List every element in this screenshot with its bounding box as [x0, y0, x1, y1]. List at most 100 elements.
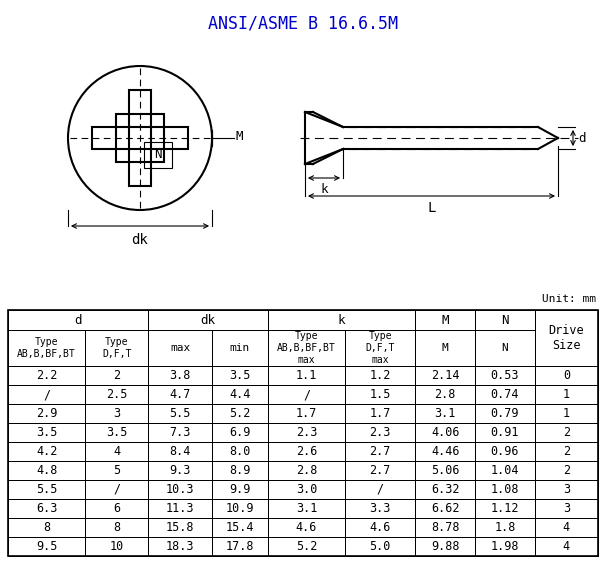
Text: 4: 4 — [563, 540, 570, 553]
Bar — [345, 461, 415, 480]
Bar — [415, 461, 475, 480]
Text: 8.9: 8.9 — [229, 464, 250, 477]
Bar — [85, 499, 148, 518]
Bar — [211, 366, 268, 385]
Bar — [211, 423, 268, 442]
Bar — [268, 518, 345, 537]
Bar — [268, 385, 345, 404]
Bar — [211, 330, 268, 366]
Text: 3.0: 3.0 — [296, 483, 317, 496]
Text: 0.53: 0.53 — [491, 369, 519, 382]
Text: 2.14: 2.14 — [431, 369, 459, 382]
Text: 4.2: 4.2 — [36, 445, 58, 458]
Bar — [148, 404, 211, 423]
Text: 3.1: 3.1 — [435, 407, 456, 420]
Bar — [475, 310, 534, 330]
Bar — [345, 366, 415, 385]
Bar — [8, 310, 598, 556]
Text: 6.62: 6.62 — [431, 502, 459, 515]
Bar — [85, 330, 148, 366]
Text: 1.12: 1.12 — [491, 502, 519, 515]
Bar — [148, 442, 211, 461]
Bar — [534, 537, 598, 556]
Bar — [211, 537, 268, 556]
Bar — [85, 442, 148, 461]
Bar — [475, 518, 534, 537]
Bar — [148, 423, 211, 442]
Bar — [268, 330, 345, 366]
Bar — [345, 385, 415, 404]
Text: 4: 4 — [113, 445, 121, 458]
Text: 3: 3 — [563, 483, 570, 496]
Text: 1.1: 1.1 — [296, 369, 317, 382]
Text: dk: dk — [201, 313, 216, 327]
Bar — [85, 385, 148, 404]
Text: 1.7: 1.7 — [370, 407, 391, 420]
Bar — [534, 385, 598, 404]
Text: 17.8: 17.8 — [225, 540, 254, 553]
Text: N: N — [501, 313, 508, 327]
Text: 2.6: 2.6 — [296, 445, 317, 458]
Text: 3: 3 — [113, 407, 121, 420]
Bar — [475, 499, 534, 518]
Bar — [8, 330, 85, 366]
Text: 8.0: 8.0 — [229, 445, 250, 458]
Bar — [534, 442, 598, 461]
Bar — [8, 537, 85, 556]
Text: 2.9: 2.9 — [36, 407, 58, 420]
Text: Unit: mm: Unit: mm — [542, 294, 596, 304]
Bar — [534, 461, 598, 480]
Text: 8: 8 — [113, 521, 121, 534]
Text: dk: dk — [132, 233, 148, 247]
Text: 11.3: 11.3 — [166, 502, 195, 515]
Text: 5.0: 5.0 — [370, 540, 391, 553]
Bar — [211, 442, 268, 461]
Text: 6.32: 6.32 — [431, 483, 459, 496]
Text: 0.74: 0.74 — [491, 388, 519, 401]
Text: 9.9: 9.9 — [229, 483, 250, 496]
Bar — [144, 142, 172, 168]
Text: 3.5: 3.5 — [229, 369, 250, 382]
Bar — [268, 537, 345, 556]
Bar — [475, 537, 534, 556]
Text: 5.2: 5.2 — [229, 407, 250, 420]
Bar — [85, 404, 148, 423]
Text: 9.3: 9.3 — [170, 464, 191, 477]
Bar — [534, 499, 598, 518]
Text: 4.6: 4.6 — [370, 521, 391, 534]
Text: 1.2: 1.2 — [370, 369, 391, 382]
Text: 9.88: 9.88 — [431, 540, 459, 553]
Text: k: k — [320, 183, 328, 196]
Text: 1.98: 1.98 — [491, 540, 519, 553]
Bar — [345, 442, 415, 461]
Text: 8.4: 8.4 — [170, 445, 191, 458]
Bar — [148, 480, 211, 499]
Bar — [345, 537, 415, 556]
Text: 1.8: 1.8 — [494, 521, 516, 534]
Bar — [8, 499, 85, 518]
Text: 0.96: 0.96 — [491, 445, 519, 458]
Bar — [85, 461, 148, 480]
Bar — [268, 480, 345, 499]
Bar — [415, 366, 475, 385]
Text: 4.4: 4.4 — [229, 388, 250, 401]
Text: 2.7: 2.7 — [370, 464, 391, 477]
Bar — [415, 518, 475, 537]
Text: 6.3: 6.3 — [36, 502, 58, 515]
Bar — [85, 518, 148, 537]
Bar — [268, 310, 415, 330]
Bar — [475, 480, 534, 499]
Text: max: max — [170, 343, 190, 353]
Text: M: M — [236, 130, 244, 144]
Bar — [148, 310, 268, 330]
Bar — [534, 518, 598, 537]
Bar — [8, 442, 85, 461]
Text: 1.5: 1.5 — [370, 388, 391, 401]
Text: 18.3: 18.3 — [166, 540, 195, 553]
Bar — [8, 385, 85, 404]
Text: 3.3: 3.3 — [370, 502, 391, 515]
Bar — [85, 423, 148, 442]
Bar — [345, 330, 415, 366]
Text: /: / — [377, 483, 384, 496]
Bar — [534, 423, 598, 442]
